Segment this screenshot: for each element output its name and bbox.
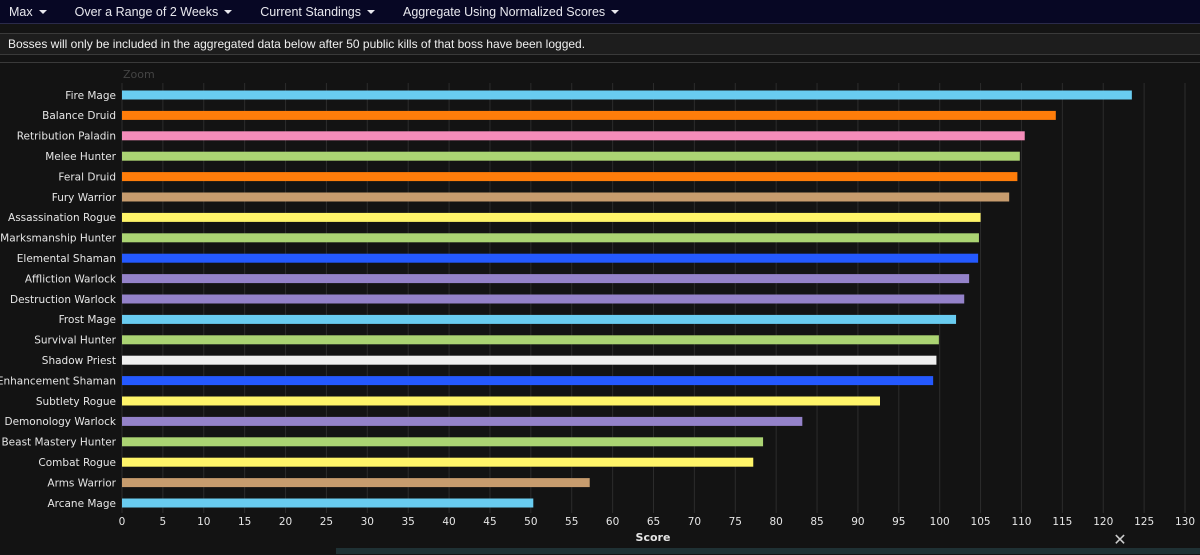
bar[interactable]: [122, 498, 534, 508]
close-icon[interactable]: ✕: [1113, 532, 1127, 549]
caret-down-icon: [611, 9, 620, 14]
bar[interactable]: [122, 335, 939, 345]
x-tick-label: 15: [238, 516, 251, 528]
category-label: Arms Warrior: [47, 477, 116, 489]
bar[interactable]: [122, 212, 981, 222]
x-tick-label: 65: [647, 516, 660, 528]
chart-panel: Zoom Fire Mage Balance Druid Retribution P…: [0, 62, 1200, 554]
category-label: Affliction Warlock: [25, 273, 117, 285]
category-label: Retribution Paladin: [17, 131, 116, 143]
bar[interactable]: [122, 396, 881, 406]
caret-down-icon: [224, 9, 233, 14]
x-tick-label: 115: [1052, 516, 1072, 528]
bar[interactable]: [122, 416, 803, 426]
bar[interactable]: [122, 478, 590, 488]
bar[interactable]: [122, 233, 979, 243]
bar[interactable]: [122, 172, 1018, 182]
zoom-label[interactable]: Zoom: [123, 68, 155, 81]
bar-chart: Zoom Fire Mage Balance Druid Retribution P…: [0, 68, 1195, 544]
x-tick-label: 105: [971, 516, 991, 528]
bar[interactable]: [122, 376, 934, 386]
bar[interactable]: [122, 192, 1010, 202]
category-label: Marksmanship Hunter: [0, 233, 117, 245]
x-tick-label: 35: [402, 516, 415, 528]
x-tick-label: 0: [119, 516, 126, 528]
x-tick-label: 125: [1134, 516, 1154, 528]
category-label: Melee Hunter: [45, 151, 116, 163]
bar[interactable]: [122, 151, 1020, 161]
standings-dropdown[interactable]: Current Standings: [250, 5, 385, 19]
x-tick-label: 25: [320, 516, 333, 528]
standings-dropdown-label: Current Standings: [260, 4, 361, 19]
category-label: Beast Mastery Hunter: [1, 437, 116, 449]
menu-bar: Max Over a Range of 2 Weeks Current Stan…: [0, 0, 1200, 24]
bar[interactable]: [122, 314, 957, 324]
bar[interactable]: [122, 437, 764, 447]
bar[interactable]: [122, 253, 979, 263]
category-label: Elemental Shaman: [17, 253, 116, 265]
category-label: Feral Druid: [58, 171, 116, 183]
bar[interactable]: [122, 110, 1056, 120]
category-label: Survival Hunter: [34, 335, 116, 347]
range-dropdown[interactable]: Over a Range of 2 Weeks: [65, 5, 243, 19]
range-dropdown-label: Over a Range of 2 Weeks: [74, 4, 219, 19]
x-tick-label: 30: [361, 516, 374, 528]
x-tick-label: 95: [892, 516, 905, 528]
category-label: Assassination Rogue: [8, 212, 116, 224]
category-label: Fury Warrior: [52, 192, 117, 204]
bar[interactable]: [122, 294, 965, 304]
x-tick-label: 85: [810, 516, 823, 528]
bar[interactable]: [122, 355, 937, 365]
x-tick-label: 55: [565, 516, 578, 528]
aggregate-dropdown-label: Aggregate Using Normalized Scores: [402, 4, 606, 19]
category-label: Destruction Warlock: [10, 294, 117, 306]
x-axis-ticks: 0 5 10 15 20 25 30 35 40 45 50 55 60 65 70 75 80 85 90 95 10…: [119, 516, 1195, 528]
category-label: Combat Rogue: [38, 457, 116, 469]
notice-banner: Bosses will only be included in the aggr…: [0, 33, 1200, 55]
x-tick-label: 110: [1011, 516, 1031, 528]
category-label: Frost Mage: [59, 314, 116, 326]
x-tick-label: 45: [483, 516, 496, 528]
category-labels: Fire Mage Balance Druid Retribution Paladi…: [0, 90, 117, 510]
bar[interactable]: [122, 90, 1132, 100]
x-tick-label: 40: [442, 516, 455, 528]
metric-dropdown[interactable]: Max: [0, 5, 57, 19]
bar[interactable]: [122, 274, 970, 284]
category-label: Demonology Warlock: [5, 416, 117, 428]
bar[interactable]: [122, 131, 1025, 141]
category-label: Enhancement Shaman: [0, 375, 116, 387]
category-label: Fire Mage: [65, 90, 116, 102]
bottom-strip: [336, 548, 1200, 554]
x-tick-label: 100: [930, 516, 950, 528]
caret-down-icon: [366, 9, 375, 14]
x-tick-label: 120: [1093, 516, 1113, 528]
category-label: Balance Druid: [42, 110, 116, 122]
x-tick-label: 10: [197, 516, 210, 528]
aggregate-dropdown[interactable]: Aggregate Using Normalized Scores: [393, 5, 629, 19]
metric-dropdown-label: Max: [9, 4, 33, 19]
category-label: Subtlety Rogue: [36, 396, 116, 408]
x-tick-label: 90: [851, 516, 864, 528]
x-tick-label: 50: [524, 516, 537, 528]
x-tick-label: 5: [160, 516, 167, 528]
x-tick-label: 80: [769, 516, 782, 528]
caret-down-icon: [38, 9, 47, 14]
x-tick-label: 130: [1175, 516, 1195, 528]
x-axis-title: Score: [636, 531, 671, 544]
x-tick-label: 60: [606, 516, 619, 528]
x-tick-label: 70: [688, 516, 701, 528]
notice-text: Bosses will only be included in the aggr…: [8, 37, 586, 51]
x-tick-label: 20: [279, 516, 292, 528]
x-tick-label: 75: [729, 516, 742, 528]
chart-bars: [122, 90, 1132, 508]
category-label: Arcane Mage: [47, 498, 116, 510]
category-label: Shadow Priest: [42, 355, 116, 367]
bar[interactable]: [122, 457, 754, 467]
